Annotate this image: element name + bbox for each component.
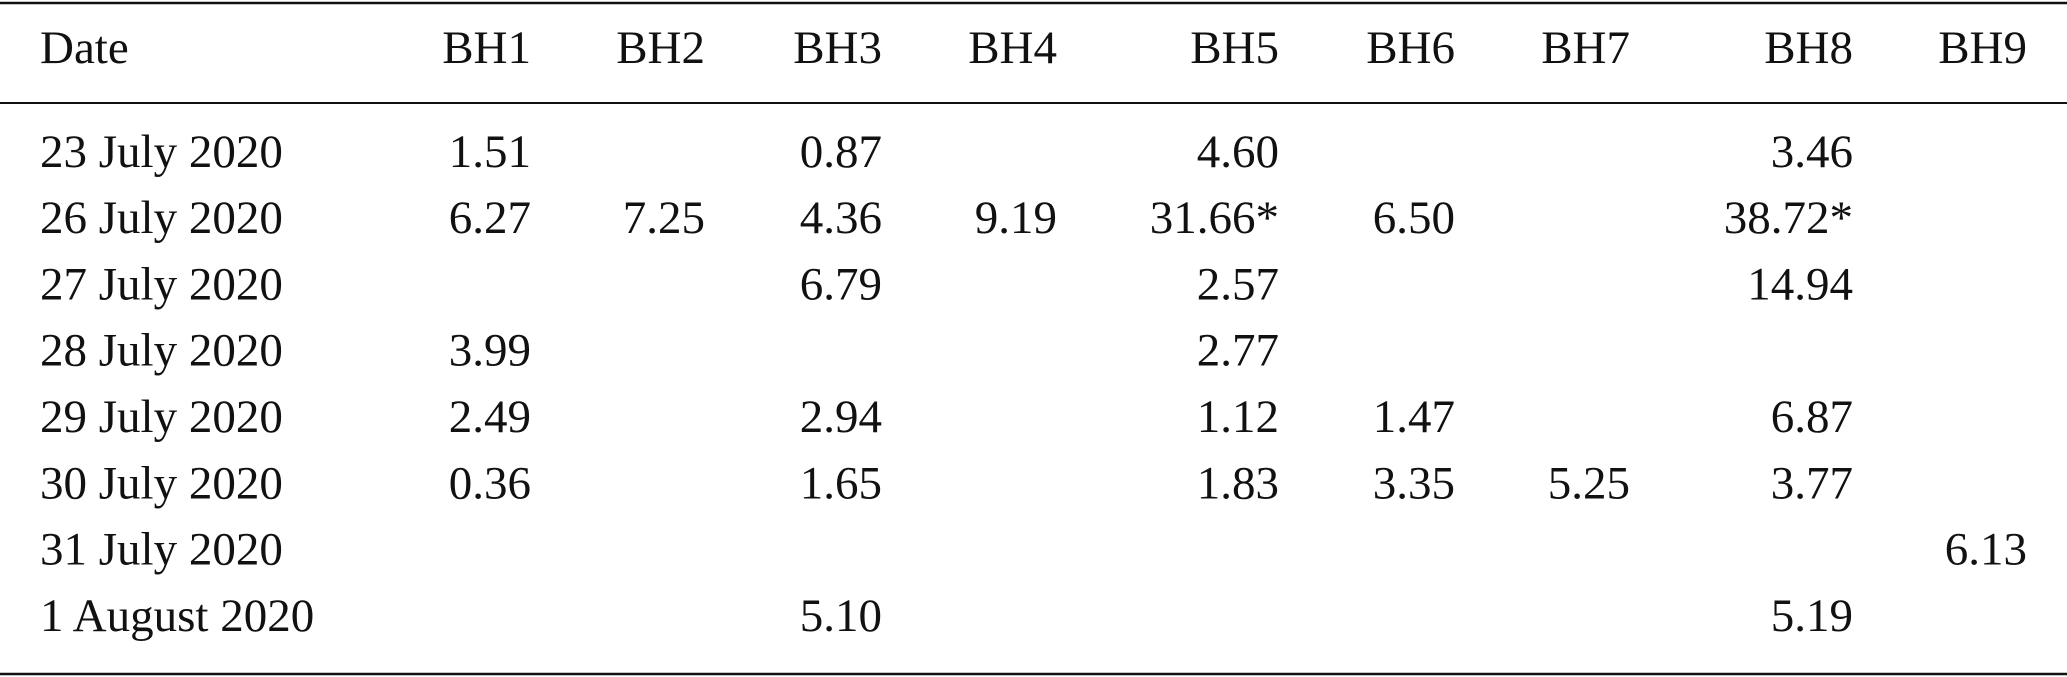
cell-value: 31.66* (1150, 192, 1279, 244)
row-date: 23 July 2020 (40, 126, 283, 178)
row-date: 28 July 2020 (40, 325, 283, 377)
cell-value: 2.57 (1197, 258, 1279, 310)
column-header: BH1 (442, 22, 531, 74)
column-header: BH6 (1366, 22, 1455, 74)
column-header: BH4 (968, 22, 1057, 74)
cell-value: 3.99 (449, 325, 531, 377)
cell-value: 7.25 (623, 192, 705, 244)
cell-value: 2.49 (449, 391, 531, 443)
cell-value: 1.12 (1197, 391, 1279, 443)
cell-value: 3.46 (1771, 126, 1853, 178)
row-date: 30 July 2020 (40, 457, 283, 509)
cell-value: 3.35 (1373, 457, 1455, 509)
column-header: BH9 (1938, 22, 2027, 74)
row-date: 27 July 2020 (40, 258, 283, 310)
cell-value: 9.19 (975, 192, 1057, 244)
cell-value: 0.87 (800, 126, 882, 178)
cell-value: 2.94 (800, 391, 882, 443)
cell-value: 6.13 (1945, 524, 2027, 576)
cell-value: 2.77 (1197, 325, 1279, 377)
column-header: BH5 (1190, 22, 1279, 74)
row-date: 29 July 2020 (40, 391, 283, 443)
cell-value: 1.47 (1373, 391, 1455, 443)
cell-value: 0.36 (449, 457, 531, 509)
cell-value: 14.94 (1747, 258, 1853, 310)
cell-value: 6.87 (1771, 391, 1853, 443)
row-date: 31 July 2020 (40, 524, 283, 576)
cell-value: 6.27 (449, 192, 531, 244)
cell-value: 1.83 (1197, 457, 1279, 509)
cell-value: 5.25 (1548, 457, 1630, 509)
cell-value: 6.50 (1373, 192, 1455, 244)
column-header: Date (40, 22, 129, 74)
row-date: 1 August 2020 (40, 590, 314, 642)
column-header: BH3 (793, 22, 882, 74)
row-date: 26 July 2020 (40, 192, 283, 244)
column-header: BH2 (616, 22, 705, 74)
cell-value: 5.19 (1771, 590, 1853, 642)
cell-value: 38.72* (1724, 192, 1853, 244)
cell-value: 4.36 (800, 192, 882, 244)
cell-value: 6.79 (800, 258, 882, 310)
cell-value: 3.77 (1771, 457, 1853, 509)
cell-value: 5.10 (800, 590, 882, 642)
column-header: BH8 (1764, 22, 1853, 74)
column-header: BH7 (1541, 22, 1630, 74)
cell-value: 1.51 (449, 126, 531, 178)
cell-value: 4.60 (1197, 126, 1279, 178)
cell-value: 1.65 (800, 457, 882, 509)
